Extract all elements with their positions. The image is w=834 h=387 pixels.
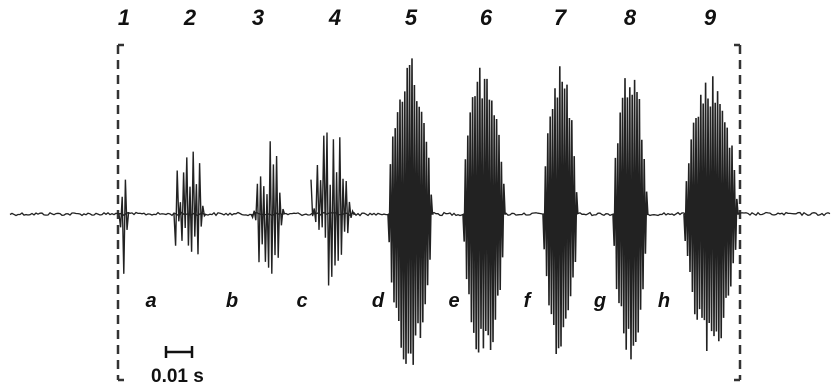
pulse-number-2: 2 (183, 5, 197, 30)
pulse-4 (310, 132, 355, 286)
pulse-number-1: 1 (118, 5, 130, 30)
pulse-number-8: 8 (624, 5, 637, 30)
pulse-number-3: 3 (252, 5, 264, 30)
pulse-number-labels: 1 2 3 4 5 6 7 8 9 (118, 5, 717, 30)
pulse-9 (683, 76, 740, 352)
interval-label-e: e (448, 290, 459, 312)
pulse-number-7: 7 (554, 5, 568, 30)
scale-bar: 0.01 s (151, 346, 204, 387)
pulse-1 (118, 179, 130, 274)
pulse-7 (542, 66, 579, 355)
interval-label-d: d (372, 290, 385, 312)
interval-label-h: h (658, 290, 670, 312)
selection-bracket (116, 43, 742, 382)
interval-label-c: c (296, 290, 307, 312)
waveform (9, 58, 831, 365)
scale-bar-label: 0.01 s (151, 366, 204, 387)
pulse-6 (462, 67, 507, 353)
pulse-number-6: 6 (480, 5, 493, 30)
pulse-2 (173, 151, 207, 255)
pulse-5 (387, 58, 434, 365)
pulse-number-9: 9 (704, 5, 717, 30)
interval-label-b: b (226, 290, 238, 312)
pulse-8 (612, 78, 649, 360)
pulse-number-4: 4 (328, 5, 341, 30)
pulse-3 (250, 141, 286, 274)
interval-labels: a b c d e f g h (145, 290, 670, 312)
interval-label-g: g (593, 290, 606, 312)
interval-label-a: a (145, 290, 156, 312)
interval-label-f: f (524, 290, 533, 312)
pulse-number-5: 5 (405, 5, 418, 30)
